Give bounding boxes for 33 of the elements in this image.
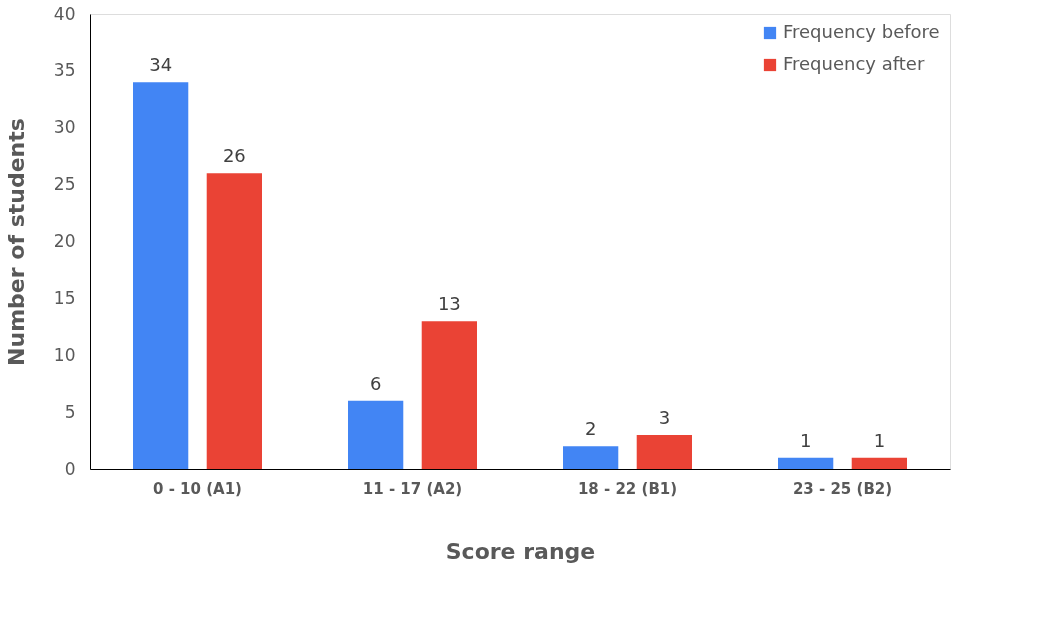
data-label: 1	[873, 429, 886, 451]
bar	[421, 321, 477, 469]
legend-label: Frequency before	[783, 21, 940, 42]
bar	[563, 446, 619, 469]
data-label: 13	[437, 293, 461, 315]
x-tick-label: 11 - 17 (A2)	[362, 479, 463, 498]
data-label: 3	[658, 406, 671, 428]
y-axis-title: Number of students	[3, 118, 29, 366]
data-label: 1	[799, 429, 812, 451]
y-tick-label: 15	[53, 287, 76, 308]
bar	[133, 82, 189, 469]
legend-label: Frequency after	[783, 53, 925, 74]
y-tick-label: 30	[53, 117, 76, 138]
y-tick-label: 35	[53, 60, 76, 81]
x-tick-label: 18 - 22 (B1)	[577, 479, 678, 498]
x-tick-label: 0 - 10 (A1)	[153, 479, 242, 498]
data-label: 26	[222, 145, 246, 167]
data-label: 6	[369, 372, 382, 394]
bar	[348, 400, 404, 469]
y-tick-label: 5	[64, 401, 76, 422]
bar	[636, 434, 692, 469]
y-tick-label: 10	[53, 344, 76, 365]
y-tick-label: 0	[64, 458, 76, 479]
y-tick-label: 25	[53, 174, 76, 195]
bar	[851, 457, 907, 469]
x-axis-title: Score range	[445, 538, 596, 564]
bar	[778, 457, 834, 469]
y-tick-label: 20	[53, 231, 76, 251]
y-tick-label: 40	[53, 3, 76, 24]
x-tick-label: 23 - 25 (B2)	[792, 479, 893, 498]
bar	[206, 173, 262, 469]
data-label: 34	[149, 54, 173, 76]
data-label: 2	[584, 418, 597, 440]
